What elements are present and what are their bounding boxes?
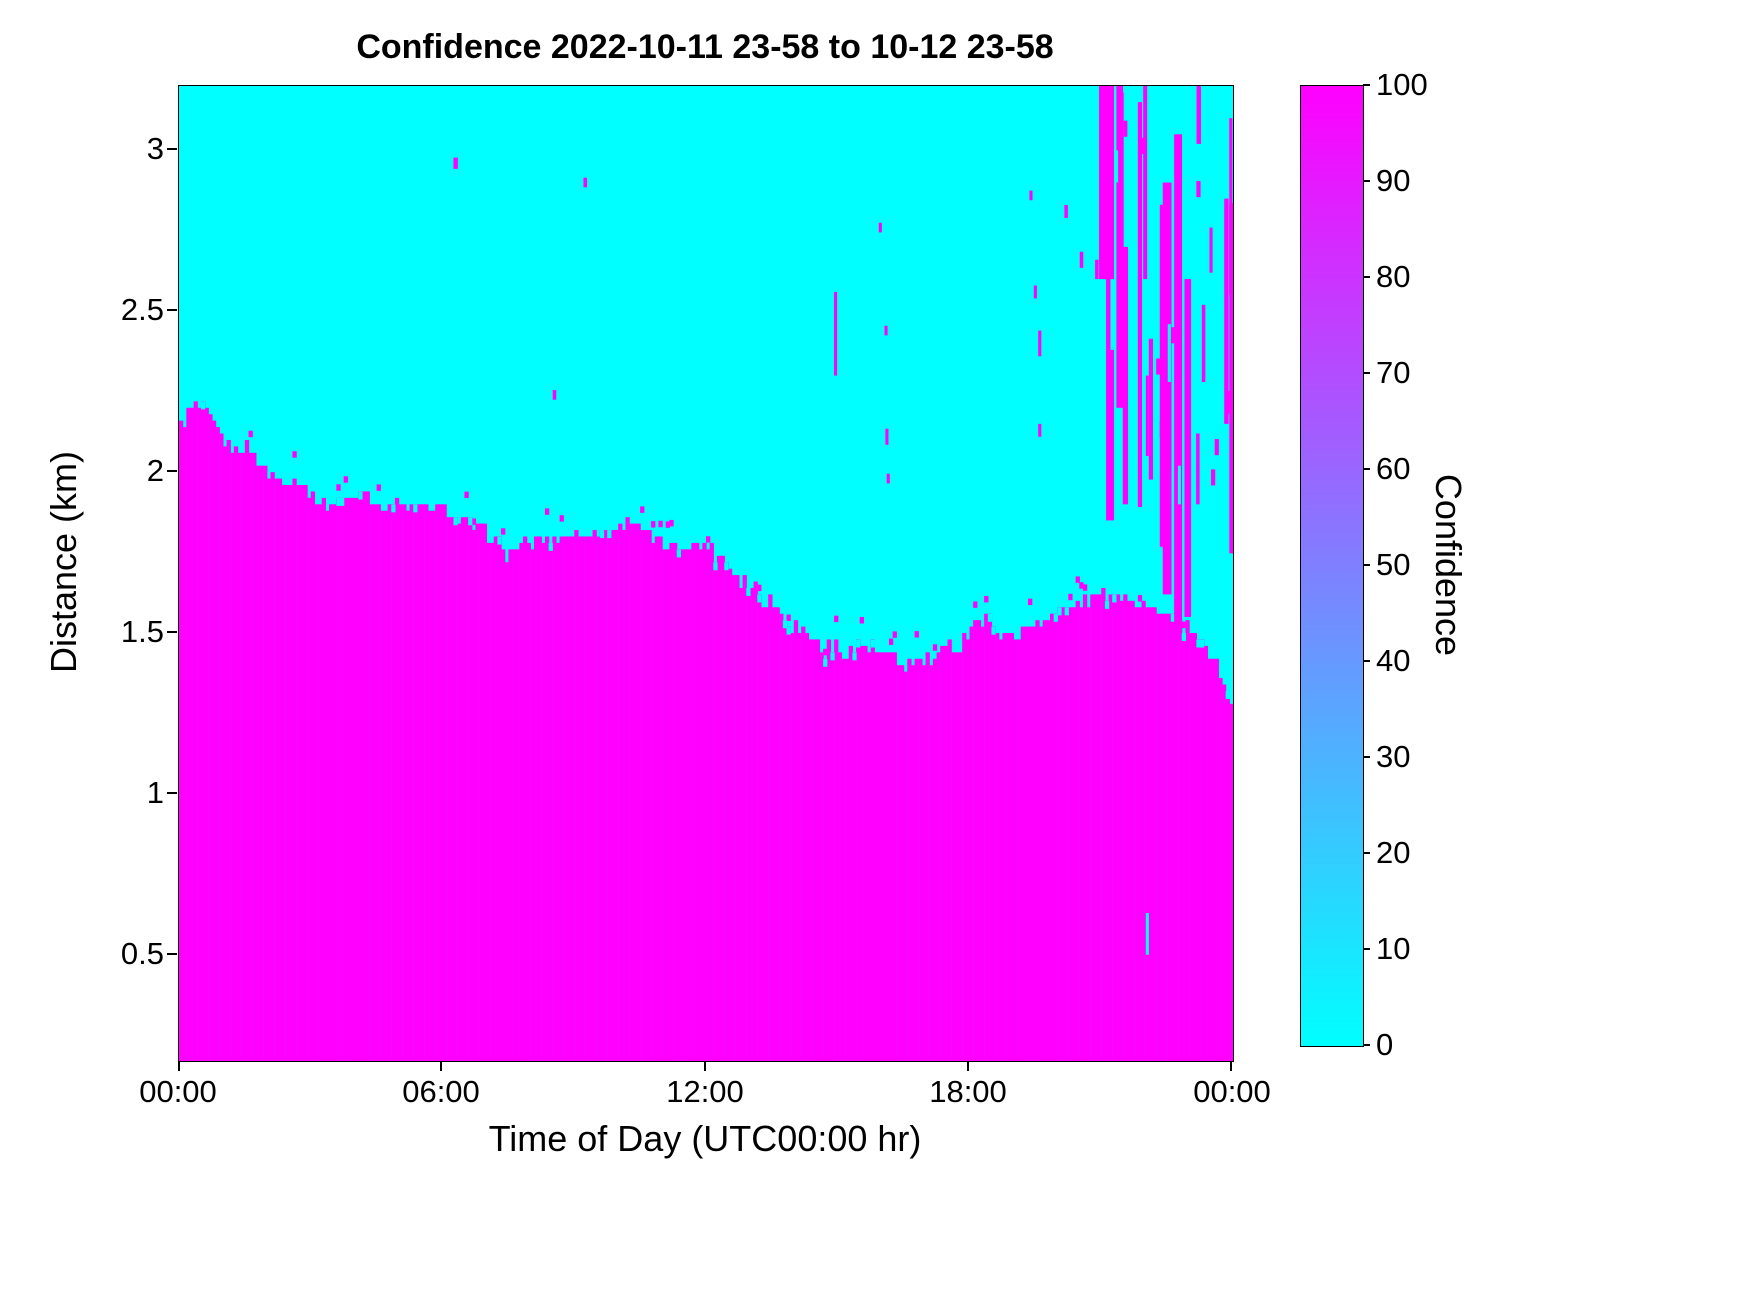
y-tick-label: 3 [146,131,164,166]
colorbar-tick-mark [1363,276,1370,278]
colorbar-tick-label: 70 [1376,355,1411,390]
y-tick-label: 1 [146,775,164,810]
colorbar-tick-label: 100 [1376,67,1428,102]
x-tick-label: 00:00 [1193,1074,1271,1109]
x-tick-mark [704,1061,706,1071]
y-tick-label: 2.5 [120,292,164,327]
y-tick-mark [167,792,177,794]
colorbar-tick-label: 10 [1376,931,1411,966]
x-tick-mark [178,1061,180,1071]
colorbar-tick-mark [1363,180,1370,182]
colorbar-tick-label: 60 [1376,451,1411,486]
heatmap-canvas [179,86,1233,1061]
colorbar-tick-label: 0 [1376,1027,1394,1062]
y-tick-label: 0.5 [120,936,164,971]
y-tick-label: 2 [146,453,164,488]
colorbar-tick-mark [1363,372,1370,374]
colorbar-tick-mark [1363,948,1370,950]
plot-area [178,85,1234,1062]
colorbar-tick-label: 40 [1376,643,1411,678]
colorbar-tick-mark [1363,1044,1370,1046]
x-tick-mark [440,1061,442,1071]
x-tick-label: 00:00 [139,1074,217,1109]
colorbar-tick-mark [1363,756,1370,758]
y-tick-label: 1.5 [120,614,164,649]
colorbar-tick-mark [1363,852,1370,854]
colorbar-tick-label: 30 [1376,739,1411,774]
y-tick-mark [167,309,177,311]
colorbar-tick-mark [1363,564,1370,566]
colorbar-tick-mark [1363,84,1370,86]
x-tick-mark [967,1061,969,1071]
colorbar-tick-mark [1363,468,1370,470]
colorbar-tick-mark [1363,660,1370,662]
colorbar [1300,85,1364,1047]
y-tick-mark [167,148,177,150]
x-axis-label: Time of Day (UTC00:00 hr) [488,1118,922,1159]
colorbar-tick-label: 90 [1376,163,1411,198]
x-tick-label: 18:00 [929,1074,1007,1109]
colorbar-label: Confidence [1428,473,1469,657]
x-tick-label: 12:00 [666,1074,744,1109]
y-tick-mark [167,953,177,955]
x-tick-label: 06:00 [402,1074,480,1109]
colorbar-tick-label: 80 [1376,259,1411,294]
y-tick-mark [167,631,177,633]
colorbar-tick-label: 20 [1376,835,1411,870]
x-tick-mark [1230,1061,1232,1071]
y-tick-mark [167,470,177,472]
chart-title: Confidence 2022-10-11 23-58 to 10-12 23-… [356,28,1054,66]
colorbar-tick-label: 50 [1376,547,1411,582]
